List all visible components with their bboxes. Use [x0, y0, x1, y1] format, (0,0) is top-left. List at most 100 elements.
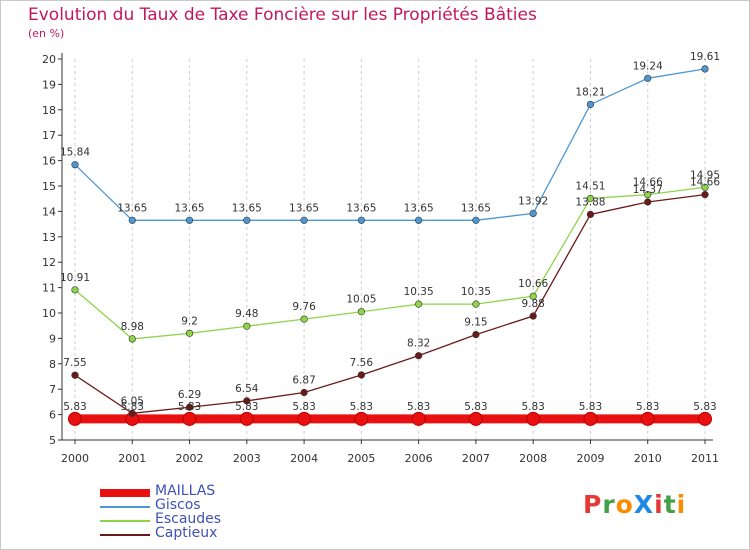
data-label-maillas: 5.83: [579, 401, 602, 413]
data-label-captieux: 14.66: [690, 177, 720, 189]
legend-label: MAILLAS: [155, 483, 216, 499]
data-point-giscos: [300, 216, 308, 224]
data-label-captieux: 7.55: [63, 357, 86, 369]
data-label-maillas: 5.83: [521, 401, 544, 413]
data-label-giscos: 19.24: [633, 60, 663, 72]
data-label-escaudes: 14.95: [690, 169, 720, 181]
data-point-captieux: [243, 397, 251, 405]
x-tick-label: 2008: [519, 452, 547, 465]
x-tick-label: 2004: [290, 452, 318, 465]
data-point-giscos: [185, 216, 194, 224]
data-point-giscos: [71, 161, 79, 169]
data-point-giscos: [415, 216, 423, 224]
y-tick-label: 7: [49, 383, 56, 396]
data-label-maillas: 5.83: [407, 401, 430, 413]
y-tick-label: 13: [42, 231, 56, 244]
legend-item-giscos: Giscos: [100, 497, 300, 514]
y-tick-label: 6: [49, 409, 56, 422]
data-label-giscos: 13.65: [461, 202, 491, 214]
legend-item-captieux: Captieux: [100, 525, 300, 542]
legend-swatch: [100, 520, 150, 522]
data-label-captieux: 6.05: [121, 395, 144, 407]
data-label-giscos: 13.65: [232, 202, 262, 214]
data-label-escaudes: 14.51: [575, 180, 605, 192]
data-point-giscos: [529, 209, 537, 218]
data-point-captieux: [128, 409, 136, 417]
logo-letter: X: [633, 490, 655, 519]
data-label-escaudes: 14.66: [633, 177, 663, 189]
data-label-maillas: 5.83: [63, 401, 86, 413]
data-label-escaudes: 10.91: [60, 272, 90, 284]
data-point-captieux: [71, 371, 79, 379]
data-label-giscos: 18.21: [575, 86, 605, 98]
data-point-maillas: [68, 411, 82, 426]
data-point-escaudes: [415, 300, 423, 308]
data-label-giscos: 13.65: [175, 202, 205, 214]
data-label-captieux: 7.56: [350, 357, 374, 369]
data-label-giscos: 13.65: [346, 202, 376, 214]
series-line-escaudes: [74, 186, 706, 340]
data-label-captieux: 9.15: [464, 317, 487, 329]
legend-swatch: [100, 506, 150, 508]
data-point-captieux: [185, 403, 194, 411]
y-tick-label: 9: [49, 332, 56, 345]
data-point-maillas: [526, 411, 541, 426]
data-point-maillas: [354, 411, 369, 426]
data-label-giscos: 13.65: [404, 202, 434, 214]
data-point-escaudes: [243, 322, 251, 330]
x-tick-label: 2002: [176, 452, 204, 465]
y-tick-label: 17: [42, 129, 56, 142]
data-point-escaudes: [529, 292, 537, 300]
data-point-giscos: [243, 216, 251, 224]
chart-grid: [74, 59, 706, 440]
proxiti-logo: ProXiti: [583, 490, 686, 519]
chart-legend: MAILLAS Giscos Escaudes Captieux: [100, 483, 300, 542]
logo-letter: o: [615, 490, 634, 519]
data-point-maillas: [640, 411, 655, 426]
data-label-escaudes: 9.2: [181, 315, 198, 327]
data-label-escaudes: 9.76: [292, 301, 316, 313]
data-label-giscos: 13.65: [289, 202, 319, 214]
data-point-captieux: [415, 352, 423, 360]
data-label-captieux: 9.88: [521, 298, 544, 310]
chart-axes: 5 6 7 8 9 10 11 12 13 14 15 16 17 18 19 20 2000 2001 2002 2…: [42, 53, 719, 465]
data-label-maillas: 5.83: [178, 401, 201, 413]
data-label-captieux: 14.37: [633, 184, 663, 196]
y-tick-label: 15: [42, 180, 56, 193]
x-tick-label: 2005: [347, 452, 375, 465]
legend-label: Captieux: [155, 525, 218, 541]
data-point-maillas: [239, 411, 254, 426]
x-tick-label: 2000: [61, 452, 89, 465]
y-tick-label: 16: [42, 155, 56, 168]
data-label-captieux: 13.88: [575, 196, 605, 208]
x-tick-label: 2001: [118, 452, 146, 465]
x-tick-label: 2007: [462, 452, 490, 465]
chart-unit-label: (en %): [28, 27, 65, 40]
data-point-giscos: [357, 216, 365, 224]
data-point-escaudes: [701, 183, 709, 191]
chart-series: [68, 65, 712, 426]
data-label-maillas: 5.83: [350, 401, 373, 413]
data-point-escaudes: [644, 191, 652, 199]
data-point-giscos: [586, 100, 595, 109]
data-label-captieux: 8.32: [407, 338, 430, 350]
data-point-escaudes: [71, 286, 79, 294]
data-point-escaudes: [472, 300, 480, 308]
data-label-escaudes: 9.48: [235, 308, 258, 320]
legend-item-maillas: MAILLAS: [100, 483, 300, 500]
data-label-maillas: 5.83: [693, 401, 716, 413]
data-point-maillas: [182, 411, 197, 426]
logo-letter: t: [663, 490, 677, 519]
y-tick-label: 11: [42, 282, 56, 295]
logo-letter: P: [583, 490, 603, 519]
x-tick-label: 2011: [691, 452, 719, 465]
data-point-escaudes: [357, 308, 365, 316]
data-point-escaudes: [300, 315, 308, 323]
data-point-escaudes: [185, 329, 194, 337]
data-point-captieux: [644, 198, 652, 206]
data-label-captieux: 6.87: [292, 375, 315, 387]
x-tick-label: 2006: [405, 452, 433, 465]
data-label-giscos: 15.84: [60, 147, 90, 159]
series-line-giscos: [74, 68, 706, 221]
